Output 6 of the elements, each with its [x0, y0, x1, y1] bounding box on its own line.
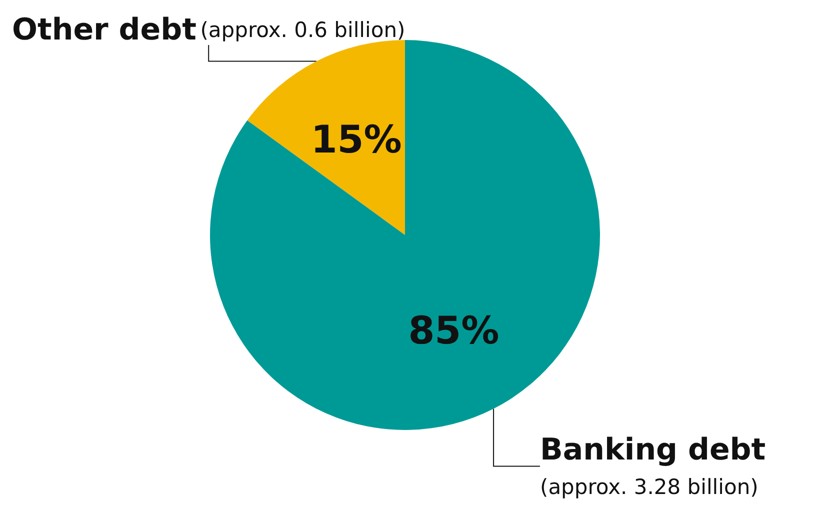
slice-label: Other debt — [12, 12, 196, 48]
text: (approx. 3.28 billion) — [540, 475, 758, 499]
data-label: 85% — [408, 308, 500, 353]
data-label: 15% — [310, 117, 402, 162]
slice-label: Banking debt — [540, 432, 766, 468]
text: (approx. 0.6 billion) — [200, 18, 406, 42]
